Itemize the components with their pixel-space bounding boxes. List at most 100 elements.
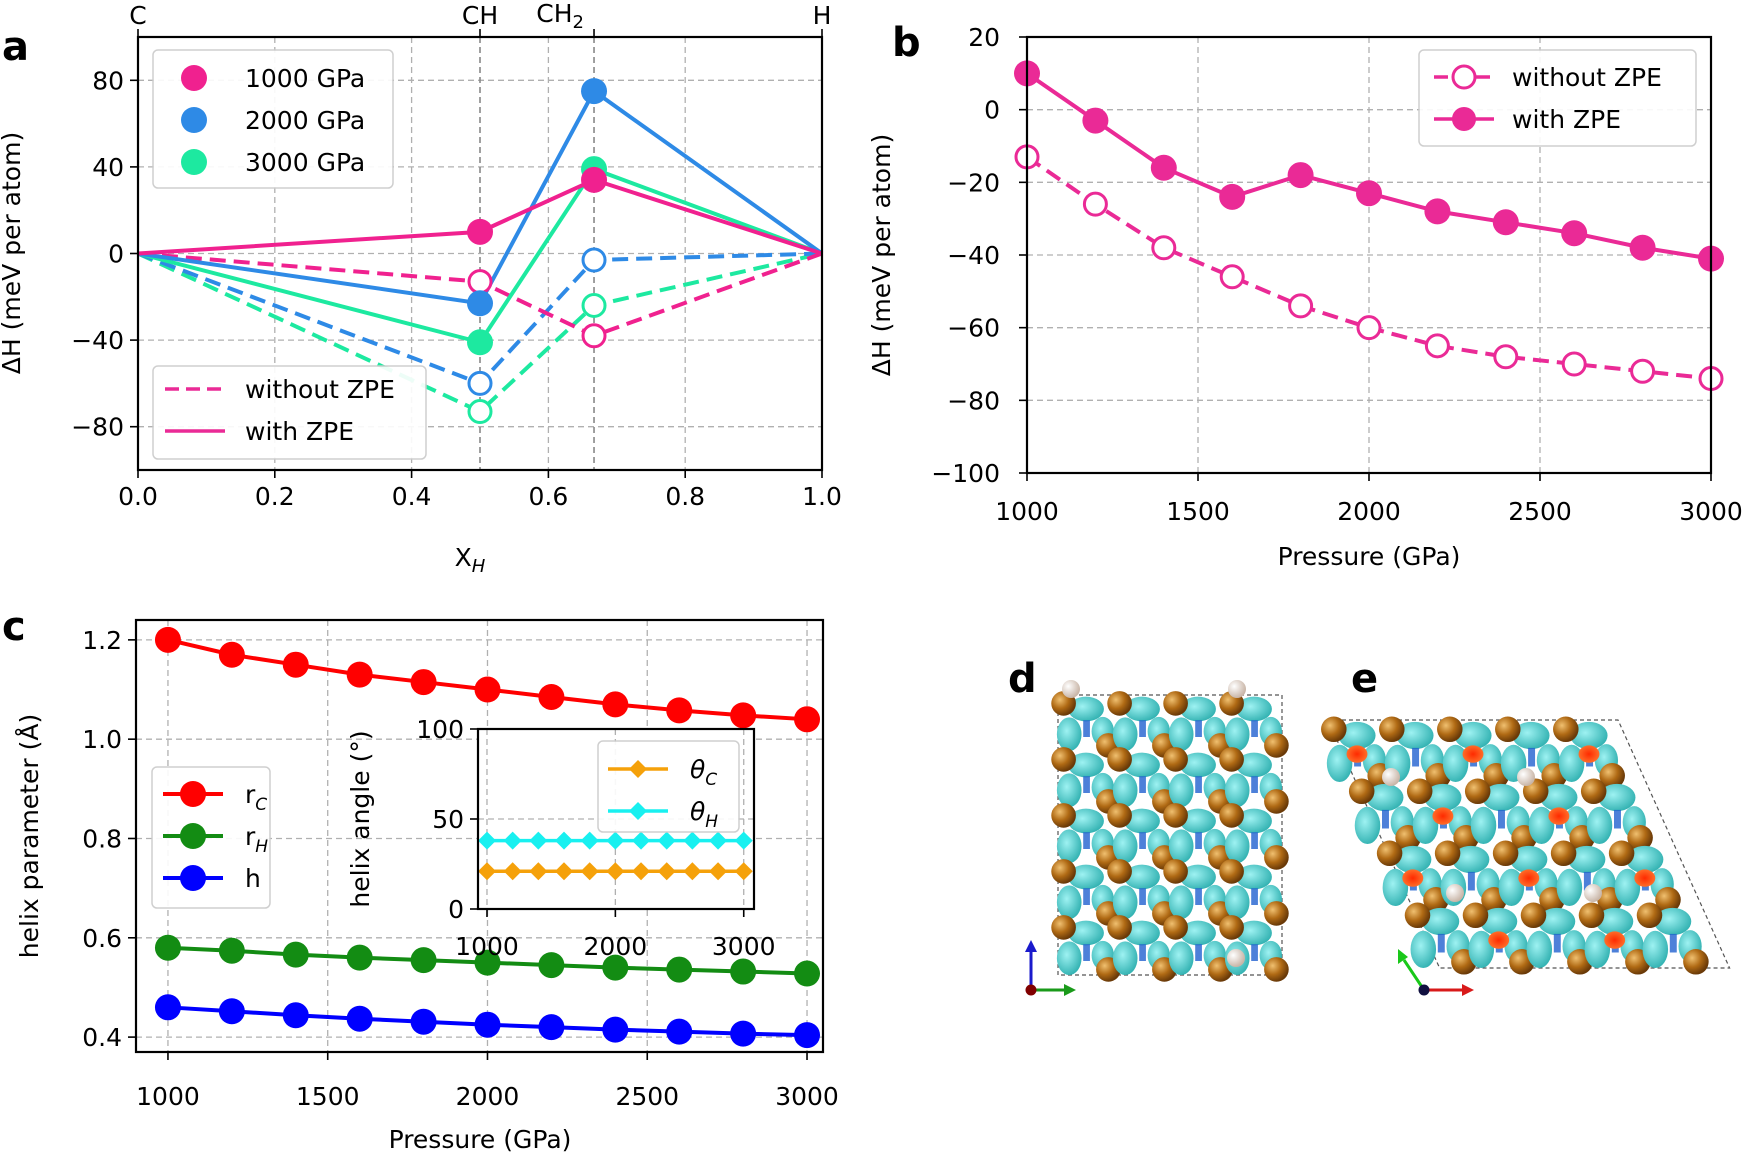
inset-legend-marker	[629, 802, 647, 820]
helix-series-marker	[346, 1005, 373, 1032]
carbon-atom	[1264, 957, 1289, 982]
electron-localisation-spot	[1462, 745, 1484, 763]
carbon-atom	[1107, 915, 1132, 940]
carbon-atom	[1163, 803, 1188, 828]
charge-density-lobe	[1570, 721, 1608, 750]
angle-series-marker	[709, 831, 728, 850]
carbon-atom	[1655, 887, 1681, 913]
carbon-atom	[1107, 747, 1132, 772]
charge-density-lobe	[1528, 806, 1555, 845]
charge-density-lobe	[1224, 773, 1250, 807]
angle-series-marker	[606, 862, 625, 881]
charge-density-lobe	[1068, 920, 1104, 946]
carbon-atom	[1321, 716, 1347, 743]
panel-d-structure	[1051, 680, 1289, 982]
panel-b-legend	[1418, 49, 1697, 147]
bond-stick	[1669, 933, 1677, 953]
helix-series-marker	[218, 998, 245, 1025]
angle-series-marker	[657, 831, 676, 850]
carbon-atom	[1107, 859, 1132, 884]
charge-density-lobe	[1558, 744, 1585, 783]
legend-pressure-marker	[181, 107, 207, 133]
charge-density-lobe	[1382, 868, 1409, 907]
series-with-zpe-line	[137, 177, 823, 256]
panel-a-pressure-legend	[152, 49, 394, 189]
hydrogen-atom	[1584, 884, 1602, 902]
charge-density-lobe	[1056, 773, 1082, 807]
hydrogen-atom	[1227, 949, 1245, 967]
x-tick-label: 0.8	[665, 482, 705, 511]
unit-cell-outline	[1327, 719, 1731, 969]
charge-density-lobe	[1168, 941, 1194, 975]
bond-stick	[1195, 944, 1202, 961]
bond-stick	[1498, 809, 1505, 829]
carbon-atom	[1376, 840, 1403, 867]
panel-c-ylabel: helix parameter (Å)	[15, 714, 44, 958]
marker-with-zpe	[467, 329, 493, 356]
charge-density-lobe	[1180, 696, 1216, 722]
charge-density-lobe	[1366, 783, 1404, 812]
inset-x-tick-label: 2000	[584, 932, 648, 961]
marker-with-zpe	[1219, 183, 1246, 210]
panel-c-frame	[134, 618, 825, 1054]
bond-stick	[1251, 832, 1258, 849]
charge-density-lobe	[1338, 721, 1376, 750]
x-tick-label: 1000	[136, 1082, 200, 1111]
legend-b-without-zpe: without ZPE	[1512, 63, 1662, 92]
legend-pressure-label: 2000 GPa	[245, 106, 365, 135]
bond-stick	[1382, 809, 1389, 829]
legend-with-zpe: with ZPE	[245, 417, 354, 446]
bond-stick	[1528, 747, 1536, 767]
marker-without-zpe	[1356, 315, 1382, 341]
carbon-atom	[1219, 915, 1244, 940]
y-tick-label: −80	[71, 413, 124, 442]
charge-density-lobe	[1124, 920, 1160, 946]
helix-series-marker	[794, 706, 821, 733]
charge-density-lobe	[1068, 696, 1104, 722]
angle-series-marker	[683, 862, 702, 881]
carbon-atom	[1051, 747, 1076, 772]
carbon-atom	[1107, 803, 1132, 828]
bond-stick	[1083, 944, 1090, 961]
hydrogen-atom	[1446, 884, 1464, 902]
helix-series-marker	[154, 934, 181, 961]
electron-localisation-spot	[1488, 931, 1510, 949]
carbon-atom	[1553, 716, 1579, 743]
y-tick-label: −80	[947, 386, 1000, 415]
carbon-atom	[1163, 691, 1188, 716]
charge-density-lobe	[1236, 864, 1272, 890]
inset-y-tick-label: 0	[448, 895, 464, 924]
legend-label: h	[245, 864, 261, 893]
charge-density-lobe	[1068, 864, 1104, 890]
electron-localisation-spot	[1604, 931, 1626, 949]
charge-density-lobe	[1540, 783, 1578, 812]
y-tick-label: −40	[71, 326, 124, 355]
legend-label: rH	[245, 822, 268, 857]
carbon-atom	[1219, 747, 1244, 772]
charge-density-lobe	[1422, 907, 1460, 936]
helix-series-marker	[346, 661, 373, 688]
y-tick-label: 1.2	[82, 626, 122, 655]
x-tick-label: 2000	[1337, 497, 1401, 526]
charge-density-lobe	[1180, 808, 1216, 834]
top-label-ch2: CH2	[536, 0, 584, 33]
bond-stick	[1083, 832, 1090, 849]
panel-e-structure	[1321, 716, 1731, 975]
charge-density-lobe	[1586, 806, 1613, 845]
angle-series-marker	[555, 831, 574, 850]
charge-density-lobe	[1442, 744, 1469, 783]
helix-series-marker	[410, 1008, 437, 1035]
charge-density-lobe	[1568, 845, 1606, 874]
y-tick-label: 40	[92, 153, 124, 182]
carbon-atom	[1434, 840, 1461, 867]
carbon-atom	[1495, 716, 1521, 743]
helix-series-marker	[666, 956, 693, 983]
marker-with-zpe	[1424, 198, 1451, 225]
carbon-atom	[1550, 840, 1577, 867]
x-tick-label: 2000	[456, 1082, 520, 1111]
x-tick-label: 0.4	[392, 482, 432, 511]
legend-pressure-marker	[181, 149, 207, 175]
top-label-c: C	[129, 1, 146, 30]
helix-series-marker	[794, 1022, 821, 1049]
